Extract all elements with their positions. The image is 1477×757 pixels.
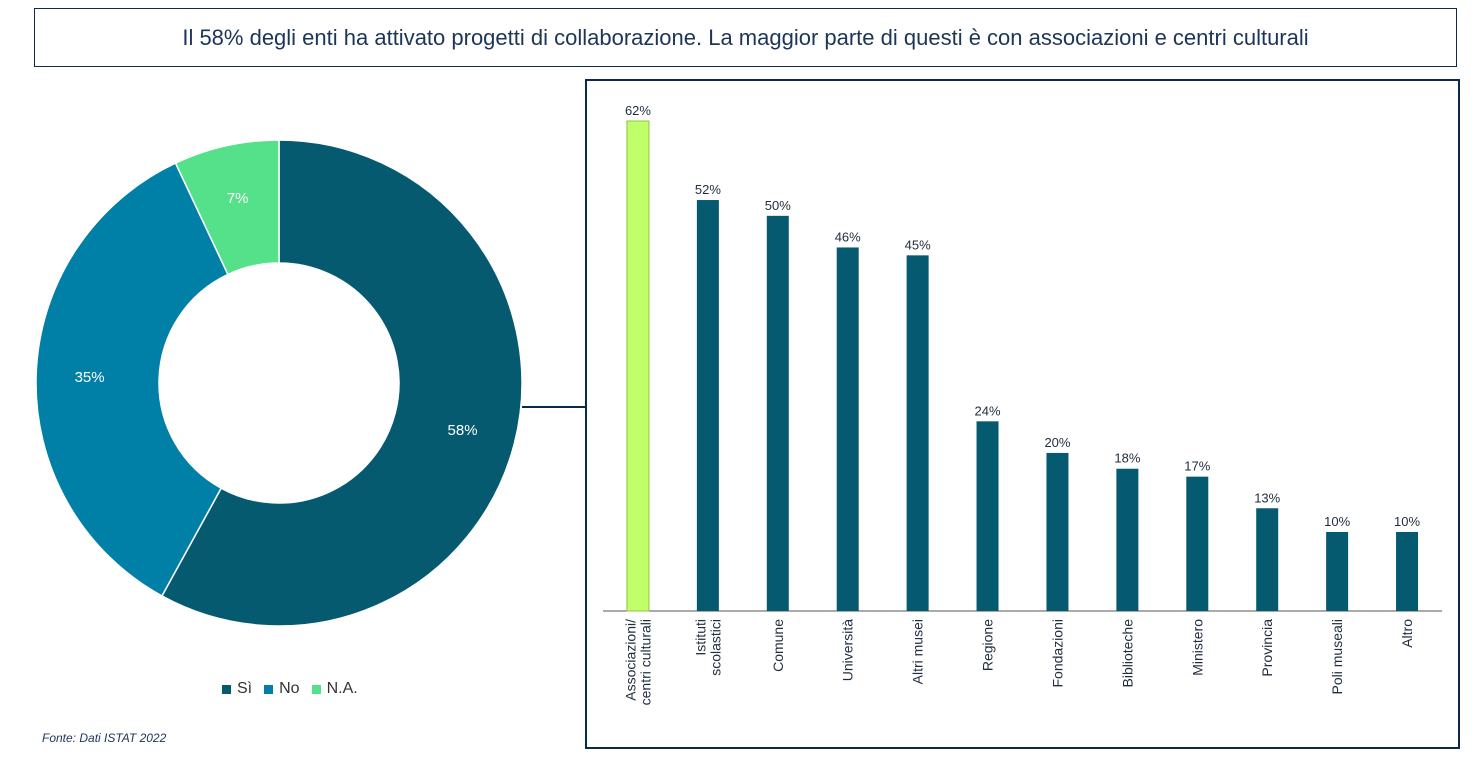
donut-slice-2 [174,139,280,276]
x-tick-label-line: Altro [1399,619,1415,648]
x-tick-label: Regione [980,619,996,671]
donut-data-label: 7% [227,190,249,207]
bar-data-label: 13% [1254,490,1280,505]
donut-chart: 58% 35% 7% [35,139,523,627]
x-tick-label: Fondazioni [1049,619,1065,688]
bar-chart: 62% Associazioni/centri culturali 52% Istit… [603,103,1442,705]
x-tick-label-line: Fondazioni [1049,619,1065,688]
x-tick-label-line: Biblioteche [1119,619,1135,688]
bar-data-label: 24% [975,403,1001,418]
legend-item-no: No [264,680,300,698]
connector-line [522,406,586,408]
donut-slice-0 [160,139,523,627]
x-tick-label-line: Provincia [1259,619,1275,677]
x-tick-label-line: Associazioni/ [622,619,638,701]
bar [1046,452,1069,611]
donut-data-label: 35% [75,369,105,386]
x-tick-label: Istituti scolastici [692,619,723,676]
legend-item-na: N.A. [311,680,358,698]
legend-label: Sì [237,680,253,697]
bar-data-label: 62% [625,103,651,118]
x-tick-label: Altro [1399,619,1415,648]
bar-data-label: 10% [1394,514,1420,529]
bar-data-label: 50% [765,198,791,213]
x-tick-label-line: Regione [980,619,996,671]
bar-data-label: 52% [695,182,721,197]
x-tick-label-line: Altri musei [910,619,926,684]
legend-swatch [222,684,231,694]
x-tick-label-line: Università [840,619,856,681]
bar [1326,531,1349,611]
bar [1116,468,1139,611]
bar-data-label: 18% [1114,451,1140,466]
x-tick-label-line: Istituti [692,619,708,656]
donut-slice-1 [35,162,229,597]
donut-legend: Sì No N.A. [222,680,358,698]
legend-swatch [264,684,274,694]
chart-title: Il 58% degli enti ha attivato progetti d… [34,8,1457,67]
x-tick-label-line: Ministero [1189,619,1205,676]
bar [1186,476,1209,611]
bar-data-label: 17% [1184,459,1210,474]
legend-label: No [279,680,300,697]
bar [836,247,859,612]
bar [626,120,650,612]
bar [1396,531,1419,611]
bar [766,215,789,611]
legend-swatch [311,684,321,694]
x-tick-label: Università [840,619,856,681]
bar-data-label: 10% [1324,514,1350,529]
bar [906,255,929,611]
bar [976,421,999,611]
x-tick-label-line: centri culturali [637,619,653,705]
source-note: Fonte: Dati ISTAT 2022 [42,731,167,745]
x-tick-label-line: Comune [770,619,786,672]
x-tick-label: Altri musei [910,619,926,684]
bar [1256,508,1279,611]
legend-label: N.A. [326,680,358,697]
bar-chart-frame [585,79,1460,749]
legend-item-si: Sì [222,680,252,698]
bar-data-label: 20% [1044,435,1070,450]
x-tick-label: Ministero [1189,619,1205,676]
donut-data-label: 58% [448,422,478,439]
x-tick-label-line: Poli museali [1329,619,1345,694]
x-tick-label: Associazioni/centri culturali [622,619,653,705]
bar-data-label: 46% [835,229,861,244]
x-tick-label: Comune [770,619,786,672]
bar-data-label: 45% [905,237,931,252]
x-tick-label: Poli museali [1329,619,1345,694]
bar [696,200,719,611]
x-tick-label: Biblioteche [1119,619,1135,688]
x-tick-label-line: scolastici [707,619,723,676]
x-tick-label: Provincia [1259,619,1275,677]
